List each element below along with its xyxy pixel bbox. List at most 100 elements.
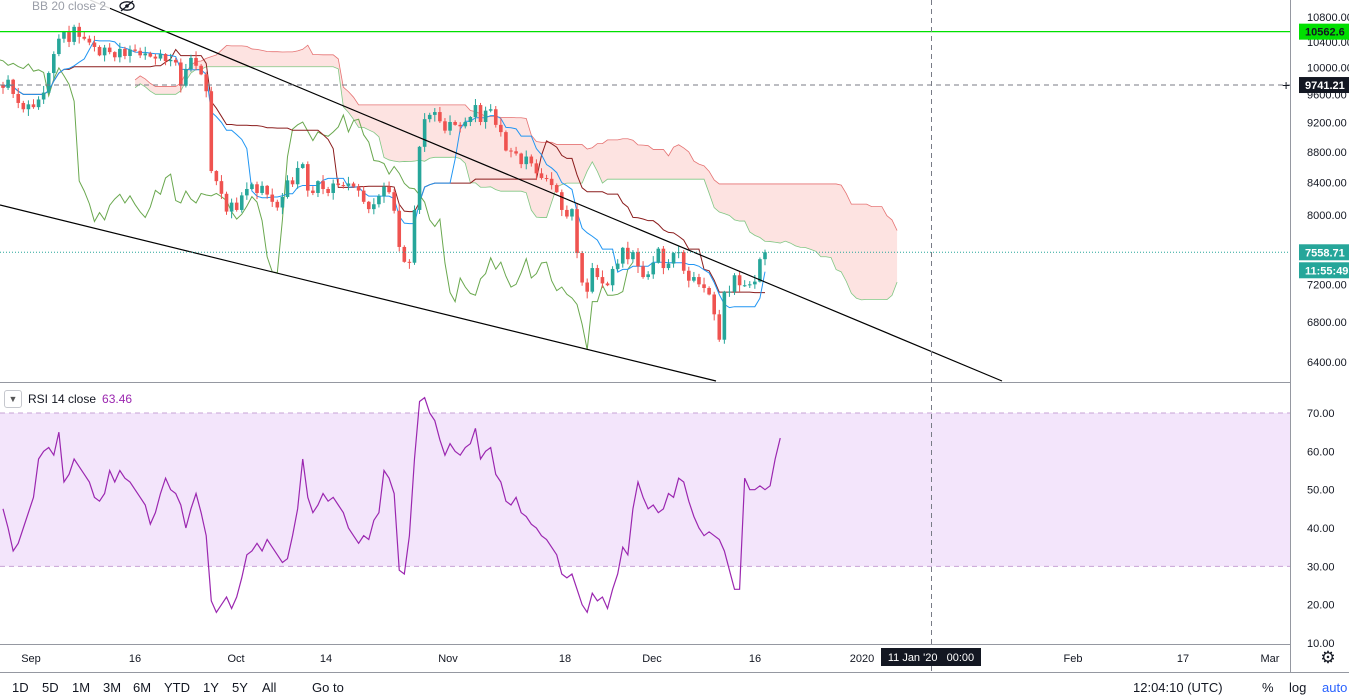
candle	[311, 186, 315, 196]
candle-body	[661, 248, 666, 269]
candle	[72, 24, 76, 46]
candle-body	[158, 54, 163, 59]
candle-body	[712, 294, 716, 315]
goto-button[interactable]: Go to	[312, 680, 344, 695]
price-pane[interactable]	[0, 0, 1290, 382]
candle	[270, 188, 275, 207]
candle	[158, 49, 163, 61]
candle-body	[702, 284, 706, 289]
candle-body	[575, 209, 579, 254]
candle	[422, 113, 427, 152]
candle-body	[351, 183, 356, 187]
candle-body	[214, 171, 219, 182]
candle-body	[407, 261, 412, 263]
candle	[463, 117, 468, 129]
candle-body	[626, 247, 630, 260]
candle-body	[692, 277, 696, 281]
candle-body	[234, 202, 239, 210]
candle-body	[168, 59, 173, 62]
rsi-line	[2, 396, 781, 614]
candle-body	[600, 277, 605, 284]
candle-body	[82, 36, 87, 39]
candle-body	[687, 270, 691, 281]
candle	[179, 58, 183, 93]
candle	[509, 147, 513, 158]
candle-body	[41, 92, 46, 100]
rsi-tick-label: 70.00	[1307, 408, 1335, 420]
candle-body	[255, 184, 259, 193]
candle	[16, 87, 21, 109]
candle-body	[366, 201, 371, 210]
log-toggle[interactable]: log	[1289, 680, 1307, 695]
candle	[285, 175, 290, 199]
candle-body	[163, 54, 168, 62]
candle-body	[148, 53, 153, 57]
candle-body	[539, 173, 544, 179]
candle-body	[488, 109, 493, 111]
candle-body	[651, 262, 656, 275]
candle-body	[590, 268, 595, 292]
range-1m[interactable]: 1M	[72, 680, 91, 695]
candle	[194, 51, 198, 71]
candle-body	[544, 178, 549, 180]
candle	[62, 30, 66, 43]
time-tick-label: 17	[1177, 653, 1189, 665]
candle-body	[11, 79, 15, 94]
candle	[687, 266, 691, 288]
range-5d[interactable]: 5D	[42, 680, 59, 695]
rsi-tick-label: 60.00	[1307, 446, 1335, 458]
candle	[534, 159, 539, 181]
candle	[580, 250, 584, 286]
candle-body	[473, 105, 478, 118]
range-ytd[interactable]: YTD	[164, 680, 190, 695]
candle-body	[524, 156, 529, 165]
candle-body	[306, 164, 310, 191]
gear-icon[interactable]: ⚙	[1320, 648, 1336, 667]
candle-body	[560, 192, 564, 210]
percent-toggle[interactable]: %	[1262, 680, 1274, 695]
candle-body	[758, 259, 762, 282]
candle	[681, 250, 686, 274]
range-1y[interactable]: 1Y	[203, 680, 219, 695]
candle-body	[311, 190, 315, 193]
candle-body	[52, 54, 56, 74]
candle	[717, 309, 722, 342]
candle	[382, 182, 386, 203]
candle	[1, 81, 5, 94]
chevron-down-icon[interactable]: ▼	[4, 390, 22, 408]
price-tick-label: 10800.00	[1307, 12, 1349, 24]
auto-toggle[interactable]: auto	[1322, 680, 1348, 695]
candle	[173, 57, 178, 66]
candle	[458, 122, 462, 133]
candle-body	[753, 281, 757, 285]
candle	[453, 120, 457, 126]
clock-display[interactable]: 12:04:10 (UTC)	[1133, 680, 1223, 695]
candle-body	[346, 183, 351, 186]
range-6m[interactable]: 6M	[133, 680, 152, 695]
candle	[692, 271, 696, 283]
candle-body	[443, 121, 447, 131]
candle-body	[57, 38, 61, 55]
range-1d[interactable]: 1D	[12, 680, 29, 695]
range-3m[interactable]: 3M	[103, 680, 122, 695]
candle-body	[681, 252, 686, 271]
rsi-pane[interactable]	[0, 396, 1290, 614]
eye-crossed-icon[interactable]	[118, 0, 136, 12]
overlay-legend[interactable]: BB 20 close 2	[28, 0, 111, 13]
range-5y[interactable]: 5Y	[232, 680, 248, 695]
candle	[651, 256, 656, 279]
range-all[interactable]: All	[262, 680, 277, 695]
overlay-legend-label: BB 20 close 2	[32, 0, 107, 13]
crosshair-plus-icon[interactable]: +	[1282, 77, 1290, 93]
candle	[361, 186, 366, 204]
candle	[300, 162, 305, 169]
candle	[615, 259, 620, 272]
candle	[57, 34, 61, 57]
candle-body	[26, 104, 31, 110]
candle-body	[92, 42, 97, 47]
candle	[402, 245, 407, 263]
candle-body	[417, 146, 422, 210]
candle-body	[285, 180, 290, 197]
candle-body	[250, 184, 254, 190]
